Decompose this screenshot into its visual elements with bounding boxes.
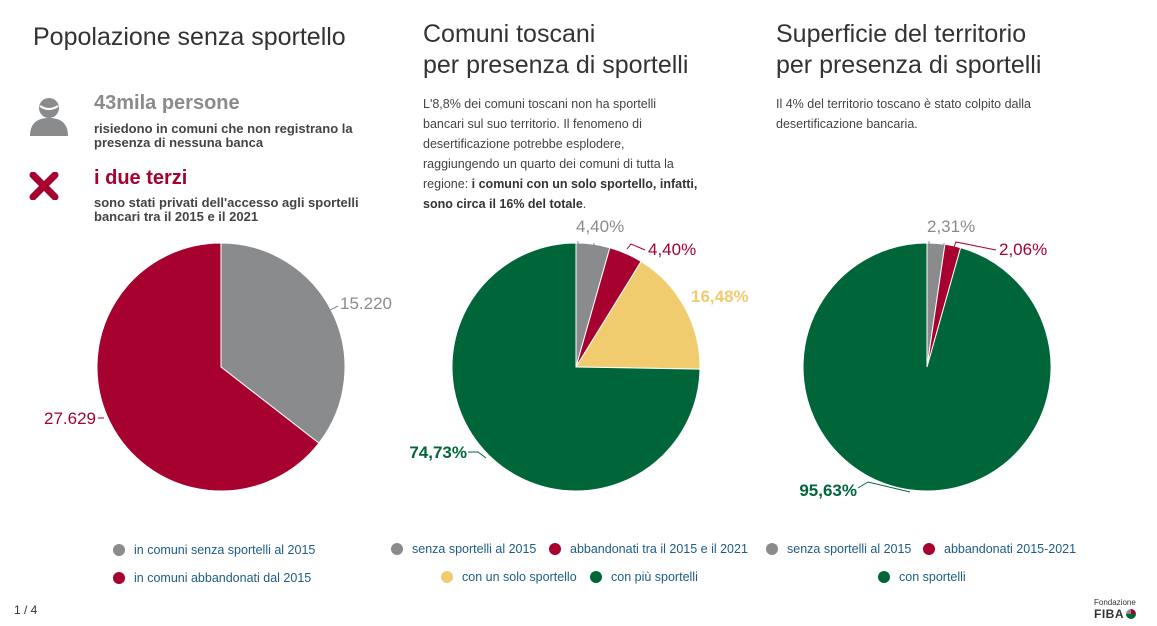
pie1-slice-2 bbox=[96, 242, 320, 492]
pie3-leader-3 bbox=[857, 481, 911, 493]
legend3-item-red: abbandonati 2015-2021 bbox=[923, 542, 1076, 556]
pie2-label-3: 16,48% bbox=[691, 287, 749, 306]
pie2-label-1: 4,40% bbox=[576, 217, 624, 236]
fiba-logo-mark-icon bbox=[1126, 609, 1136, 619]
fiba-logo: Fondazione FIBA bbox=[1094, 598, 1136, 621]
legend1-item-red: in comuni abbandonati dal 2015 bbox=[113, 571, 311, 585]
pie-chart-1 bbox=[96, 242, 346, 492]
pie2-label-4: 74,73% bbox=[409, 443, 467, 462]
legend2-item-red: abbandonati tra il 2015 e il 2021 bbox=[549, 542, 748, 556]
panel2-title: Comuni toscani per presenza di sportelli bbox=[423, 20, 689, 79]
panel1-title: Popolazione senza sportello bbox=[33, 23, 346, 51]
panel3-description: Il 4% del territorio toscano è stato col… bbox=[776, 97, 1031, 131]
pie1-leader-1 bbox=[325, 305, 339, 313]
pie2-leader-1 bbox=[577, 241, 595, 247]
legend2-item-green: con più sportelli bbox=[590, 570, 698, 584]
pie-chart-2 bbox=[451, 242, 701, 492]
pie2-slice-4 bbox=[451, 242, 701, 492]
legend3-item-grey: senza sportelli al 2015 bbox=[766, 542, 911, 556]
panel2-description: L'8,8% dei comuni toscani non ha sportel… bbox=[423, 97, 698, 211]
pie1-label-2: 27.629 bbox=[44, 409, 96, 428]
legend2-item-yellow: con un solo sportello bbox=[441, 570, 577, 584]
pie-chart-3 bbox=[802, 242, 1052, 492]
pie2-leader-4 bbox=[468, 451, 487, 459]
pie3-label-3: 95,63% bbox=[799, 481, 857, 500]
panel3-title: Superficie del territorio per presenza di… bbox=[776, 20, 1042, 79]
person-icon bbox=[30, 98, 68, 136]
pie3-slice-3 bbox=[802, 242, 1052, 492]
pie2-slice-3 bbox=[575, 260, 701, 370]
pie1-slice-1 bbox=[220, 242, 346, 444]
pie1-label-1: 15.220 bbox=[340, 294, 392, 313]
pie2-leader-2 bbox=[626, 243, 646, 251]
pie3-leader-2 bbox=[953, 241, 997, 251]
stat2-headline: i due terzi bbox=[94, 167, 188, 189]
legend3-item-green: con sportelli bbox=[878, 570, 966, 584]
pie3-label-1: 2,31% bbox=[927, 217, 975, 236]
stat2-subtext: sono stati privati dell'accesso agli spo… bbox=[94, 195, 359, 224]
pie2-label-2: 4,40% bbox=[648, 240, 696, 259]
pie3-leader-1 bbox=[928, 241, 945, 247]
pie3-label-2: 2,06% bbox=[999, 240, 1047, 259]
legend1-item-grey: in comuni senza sportelli al 2015 bbox=[113, 543, 315, 557]
legend2-item-grey: senza sportelli al 2015 bbox=[391, 542, 536, 556]
stat1-headline: 43mila persone bbox=[94, 92, 240, 114]
stat1-subtext: risiedono in comuni che non registrano l… bbox=[94, 121, 353, 150]
cross-icon bbox=[29, 172, 59, 200]
page-indicator: 1 / 4 bbox=[14, 603, 38, 617]
